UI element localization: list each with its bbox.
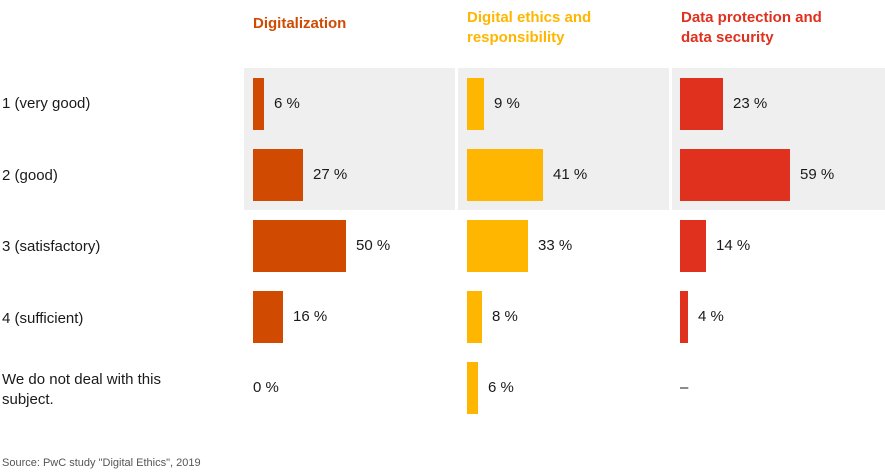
value-label-data-protection-2: 14 % [716,237,751,254]
value-label-digital-ethics-4: 6 % [488,379,514,396]
bar-data-protection-2 [680,220,706,272]
value-label-data-protection-3: 4 % [698,308,724,325]
value-label-digitalization-3: 16 % [293,308,328,325]
value-label-digitalization-2: 50 % [356,237,391,254]
value-label-digitalization-1: 27 % [313,166,348,183]
source-note: Source: PwC study "Digital Ethics", 2019 [2,457,201,469]
bar-data-protection-1 [680,149,790,201]
bar-digitalization-2 [253,220,346,272]
bar-digitalization-3 [253,291,283,343]
bar-digitalization-1 [253,149,303,201]
bar-digitalization-0 [253,78,264,130]
value-label-digitalization-0: 6 % [274,95,300,112]
series-header-data-protection: Data protection and data security [681,9,822,46]
bar-digital-ethics-0 [467,78,484,130]
category-label-sufficient: 4 (sufficient) [2,310,84,327]
category-label-not-dealt: We do not deal with this subject. [2,371,161,408]
value-label-data-protection-1: 59 % [800,166,835,183]
category-label-very-good: 1 (very good) [2,95,91,112]
category-label-good: 2 (good) [2,167,58,184]
bar-data-protection-0 [680,78,723,130]
series-header-digital-ethics: Digital ethics and responsibility [467,9,592,46]
value-label-digital-ethics-2: 33 % [538,237,573,254]
category-label-satisfactory: 3 (satisfactory) [2,238,101,255]
bar-digital-ethics-4 [467,362,478,414]
series-header-digitalization: Digitalization [253,15,347,32]
bar-digital-ethics-1 [467,149,543,201]
value-label-digitalization-4: 0 % [253,379,279,396]
value-label-data-protection-4: – [680,379,689,396]
value-label-data-protection-0: 23 % [733,95,768,112]
value-label-digital-ethics-1: 41 % [553,166,588,183]
bar-data-protection-3 [680,291,688,343]
value-label-digital-ethics-0: 9 % [494,95,520,112]
bar-digital-ethics-3 [467,291,482,343]
value-label-digital-ethics-3: 8 % [492,308,518,325]
bar-digital-ethics-2 [467,220,528,272]
